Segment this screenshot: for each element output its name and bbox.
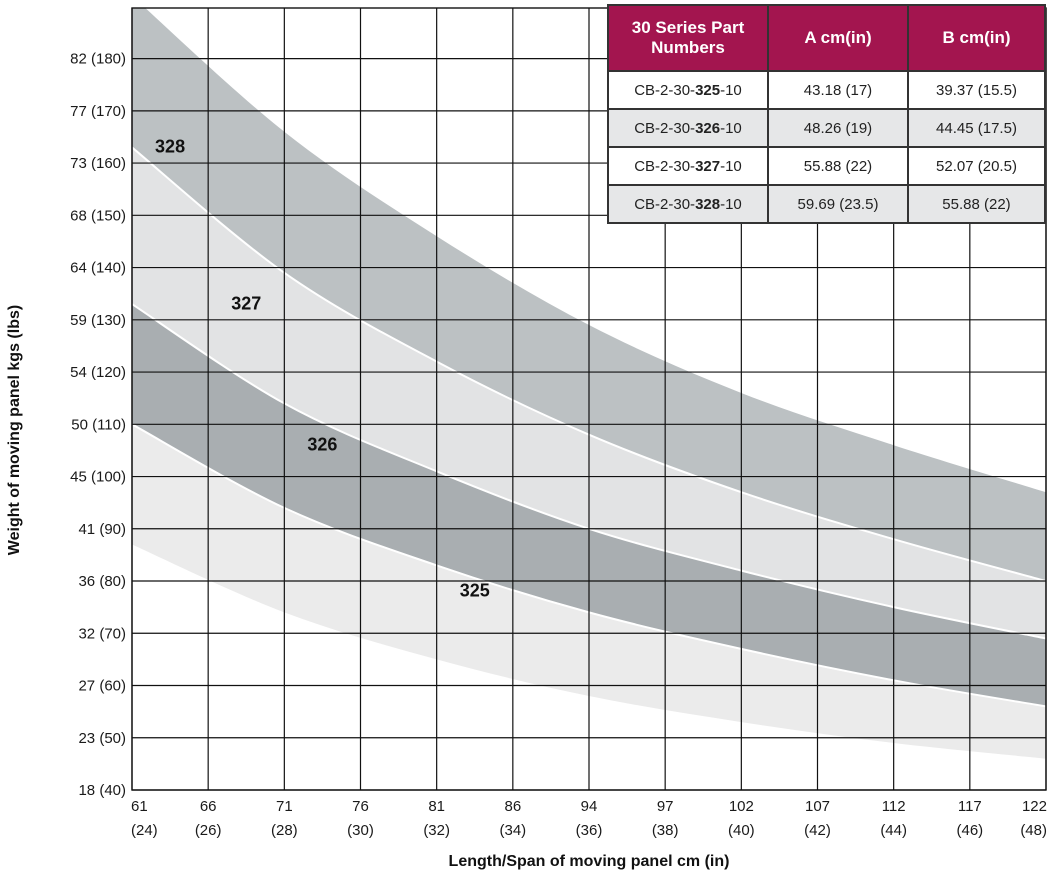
x-tick-label-in: (24) [131,822,158,839]
x-tick-label-cm: 86 [504,798,521,815]
band-327 [132,147,1046,639]
column-header-b: B cm(in) [907,4,1046,72]
y-tick-label: 23 (50) [78,730,126,747]
table-row: CB-2-30-325-10 43.18 (17) 39.37 (15.5) [607,70,1046,110]
table-row: CB-2-30-327-10 55.88 (22) 52.07 (20.5) [607,146,1046,186]
part-number-cell: CB-2-30-326-10 [607,108,769,148]
x-tick-label-cm: 117 [958,798,982,815]
a-dimension-cell: 43.18 (17) [767,70,909,110]
a-dimension-cell: 59.69 (23.5) [767,184,909,224]
y-tick-label: 41 (90) [78,521,126,538]
y-tick-label: 73 (160) [70,155,126,172]
x-tick-label-cm: 66 [200,798,217,815]
table-header-row: 30 Series Part Numbers A cm(in) B cm(in) [607,4,1046,72]
x-tick-label-in: (28) [271,822,298,839]
table-body: CB-2-30-325-10 43.18 (17) 39.37 (15.5) CB-2… [607,70,1046,224]
a-dimension-cell: 55.88 (22) [767,146,909,186]
b-dimension-cell: 55.88 (22) [907,184,1046,224]
part-number-cell: CB-2-30-327-10 [607,146,769,186]
x-tick-label-in: (48) [1020,822,1047,839]
plot-frame [131,7,1047,791]
x-tick-label-in: (34) [499,822,526,839]
y-tick-label: 50 (110) [71,416,126,433]
x-tick-label-in: (44) [880,822,907,839]
table-row: CB-2-30-328-10 59.69 (23.5) 55.88 (22) [607,184,1046,224]
y-axis-ticks: 18 (40) 23 (50) 27 (60) 32 (70) 36 (80) 41 (9… [70,51,126,799]
x-tick-label-cm: 102 [729,798,754,815]
x-tick-label-in: (30) [347,822,374,839]
x-tick-label-cm: 122 [1022,798,1047,815]
x-axis-title: Length/Span of moving panel cm (in) [449,853,730,870]
x-tick-label-cm: 97 [657,798,674,815]
x-tick-label-in: (32) [423,822,450,839]
column-header-a: A cm(in) [767,4,909,72]
x-tick-label-cm: 71 [276,798,293,815]
b-dimension-cell: 44.45 (17.5) [907,108,1046,148]
y-tick-label: 27 (60) [78,678,126,695]
y-tick-label: 64 (140) [70,260,126,277]
a-dimension-cell: 48.26 (19) [767,108,909,148]
band-labels: 325 326 327 328 [155,137,490,601]
x-tick-label-in: (42) [804,822,831,839]
x-tick-label-in: (38) [652,822,679,839]
y-tick-label: 77 (170) [70,103,126,120]
y-tick-label: 54 (120) [70,364,126,381]
y-tick-label: 32 (70) [78,625,126,642]
x-tick-label-in: (36) [576,822,603,839]
part-number-cell: CB-2-30-325-10 [607,70,769,110]
band-label-328: 328 [155,137,185,157]
b-dimension-cell: 52.07 (20.5) [907,146,1046,186]
table-row: CB-2-30-326-10 48.26 (19) 44.45 (17.5) [607,108,1046,148]
x-tick-label-cm: 94 [581,798,598,815]
y-tick-label: 59 (130) [70,312,126,329]
y-tick-label: 18 (40) [78,782,126,799]
y-tick-label: 45 (100) [70,469,126,486]
y-tick-label: 68 (150) [70,207,126,224]
part-number-cell: CB-2-30-328-10 [607,184,769,224]
x-tick-label-in: (26) [195,822,222,839]
x-axis-ticks: 61 (24) 66 (26) 71 (28) 76 (30) 81 (32) 86 (34) 94 (3… [131,798,1047,839]
column-header-part-numbers: 30 Series Part Numbers [607,4,769,72]
band-label-326: 326 [307,434,337,454]
x-tick-label-in: (40) [728,822,755,839]
x-tick-label-cm: 61 [131,798,148,815]
x-tick-label-cm: 107 [805,798,830,815]
y-tick-label: 82 (180) [70,51,126,68]
part-number-table: 30 Series Part Numbers A cm(in) B cm(in)… [607,4,1046,224]
y-axis-title: Weight of moving panel kgs (lbs) [6,305,23,555]
band-label-327: 327 [231,293,261,313]
x-tick-label-cm: 76 [352,798,369,815]
band-label-325: 325 [460,581,490,601]
x-tick-label-cm: 112 [882,798,906,815]
x-tick-label-in: (46) [956,822,983,839]
b-dimension-cell: 39.37 (15.5) [907,70,1046,110]
x-tick-label-cm: 81 [428,798,445,815]
y-tick-label: 36 (80) [78,573,126,590]
